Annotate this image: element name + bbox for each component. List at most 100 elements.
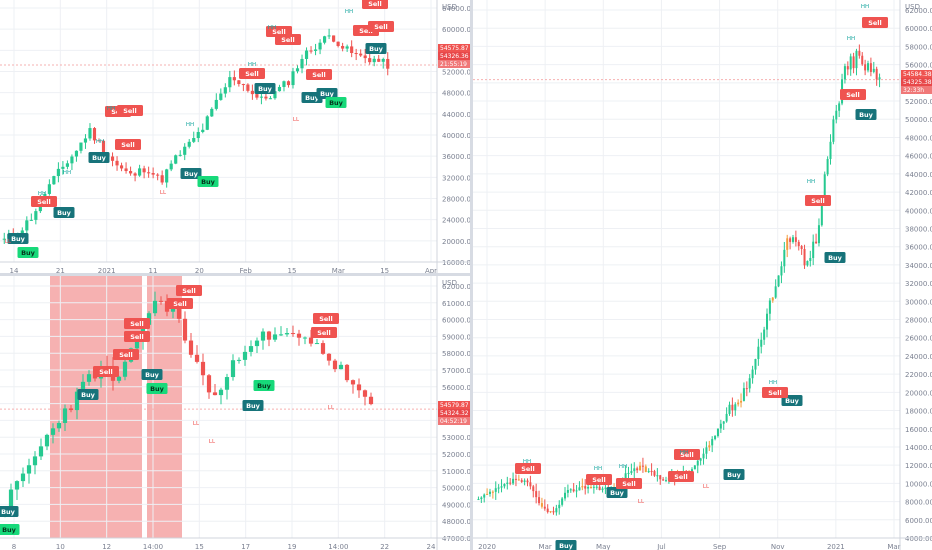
candle-body	[757, 346, 760, 360]
pane-divider-horizontal[interactable]	[0, 273, 472, 276]
price-tag	[438, 401, 470, 409]
candle-body	[212, 392, 218, 396]
candle-body	[483, 494, 486, 498]
highlight-zone	[50, 276, 142, 538]
chart-top-left[interactable]: 64000.0060000.0056000.0052000.0048000.00…	[0, 0, 470, 273]
hh-label: HH	[619, 464, 627, 470]
candle-body	[304, 50, 309, 59]
signal-label: Buy	[92, 154, 107, 162]
x-tick-label: 11	[149, 267, 158, 273]
signal-label: Sell	[521, 465, 535, 473]
y-tick-label: 58000.00	[442, 350, 470, 358]
price-tag	[901, 86, 932, 94]
buy-signal-badge	[7, 233, 29, 244]
candle-body	[509, 482, 512, 484]
signal-label: Sell	[130, 333, 144, 341]
candle-body	[314, 343, 320, 345]
signal-label: Buy	[859, 111, 874, 119]
candle-body	[835, 110, 838, 120]
candle-body	[327, 35, 331, 37]
buy-signal-badge	[180, 168, 202, 179]
candle-body	[308, 337, 314, 344]
candle-body	[728, 404, 731, 414]
signal-label: Sell	[123, 107, 137, 115]
candle-body	[803, 248, 806, 266]
y-tick-label: 52000.00	[905, 98, 932, 106]
signal-label: Sell	[182, 287, 196, 295]
y-tick-label: 36000.00	[905, 244, 932, 252]
candle-body	[350, 46, 354, 54]
sell-signal-badge	[362, 0, 388, 9]
candle-body	[52, 176, 56, 185]
signal-label: Buy	[150, 385, 165, 393]
chart-bottom-left[interactable]: 62000.00 61000.00 60000.00 59000.00 58000.00…	[0, 276, 470, 550]
x-tick-label: 15	[195, 543, 204, 550]
buy-signal-badge	[146, 383, 168, 394]
buy-signal-badge	[17, 247, 39, 258]
candle-body	[250, 90, 254, 95]
candle-body	[228, 77, 232, 88]
signal-label: Sell	[592, 476, 606, 484]
candle-body	[47, 184, 51, 194]
y-tick-label: 22000.00	[905, 371, 932, 379]
hh-label: HH	[807, 179, 815, 185]
candle-body	[693, 465, 696, 470]
chart-right[interactable]: 62000.0060000.0058000.0056000.0054000.00…	[473, 0, 932, 550]
sell-signal-badge	[311, 327, 337, 338]
price-tag	[901, 78, 932, 86]
signal-label: Sell	[37, 198, 51, 206]
x-tick-label: 14	[10, 267, 19, 273]
sell-signal-badge	[616, 478, 642, 489]
chart-pane-bottom-left[interactable]: 62000.00 61000.00 60000.00 59000.00 58000.00…	[0, 276, 470, 550]
candle-body	[690, 469, 693, 473]
y-tick-label: 42000.00	[905, 189, 932, 197]
sell-signal-badge	[167, 298, 193, 309]
signal-label: Buy	[727, 471, 742, 479]
y-tick-label: 18000.00	[905, 408, 932, 416]
candle-body	[604, 487, 607, 489]
candle-body	[532, 486, 535, 492]
y-tick-label: 6000.00	[905, 517, 932, 525]
candle-body	[68, 408, 74, 411]
chart-pane-right[interactable]: 62000.0060000.0058000.0056000.0054000.00…	[473, 0, 932, 550]
signal-label: Sell	[868, 19, 882, 27]
sell-signal-badge	[115, 139, 141, 150]
candle-body	[745, 388, 748, 390]
candle-body	[223, 87, 227, 94]
candle-body	[817, 225, 820, 244]
y-tick-label: 4000.00	[905, 535, 932, 543]
candle-body	[864, 64, 867, 71]
candle-body	[849, 56, 852, 70]
x-tick-label: Jul	[656, 543, 666, 550]
pane-divider-vertical[interactable]	[470, 0, 473, 550]
y-tick-label: 60000.00	[905, 25, 932, 33]
currency-label: USD	[905, 3, 920, 11]
chart-pane-top-left[interactable]: 64000.0060000.0056000.0052000.0048000.00…	[0, 0, 470, 273]
candle-body	[61, 166, 65, 169]
buy-signal-badge	[254, 83, 276, 94]
candle-body	[512, 478, 515, 484]
candle-body	[377, 58, 381, 62]
candle-body	[806, 260, 809, 266]
candle-body	[768, 300, 771, 314]
ll-label: LL	[5, 239, 12, 245]
x-tick-label: 17	[241, 543, 250, 550]
y-tick-label: 12000.00	[905, 462, 932, 470]
signal-label: Sell	[368, 0, 382, 8]
candle-body	[480, 497, 483, 500]
signal-label: Buy	[828, 254, 843, 262]
candle-body	[25, 220, 29, 231]
candle-body	[362, 390, 368, 397]
candle-body	[332, 35, 336, 42]
buy-signal-badge	[88, 152, 110, 163]
candle-body	[566, 489, 569, 493]
candle-body	[309, 50, 313, 52]
hh-label: HH	[680, 450, 688, 456]
signal-label: Buy	[201, 178, 216, 186]
buy-signal-badge	[824, 252, 846, 263]
signal-label: Buy	[369, 45, 384, 53]
signal-label: Buy	[57, 209, 72, 217]
candle-body	[372, 58, 376, 63]
x-tick-label: Mar	[887, 543, 900, 550]
price-tag-text: 04:52:19	[440, 418, 467, 425]
